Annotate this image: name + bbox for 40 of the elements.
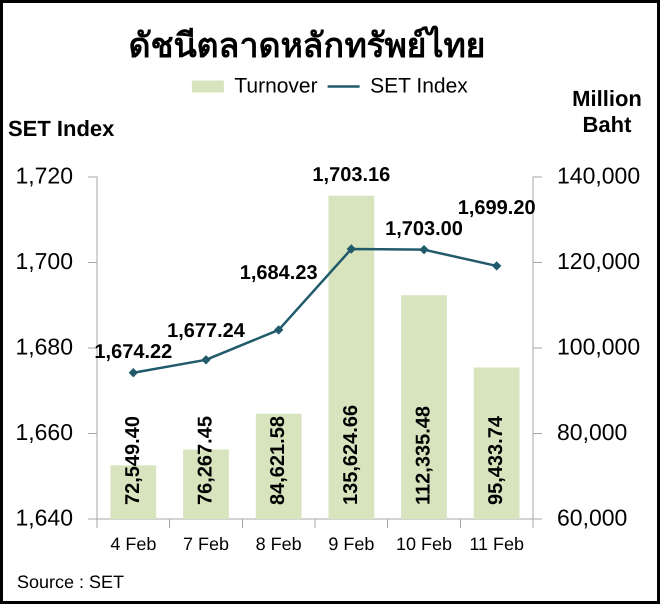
y-tick-label: 1,660 [15, 418, 73, 445]
data-label: 135,624.66 [340, 404, 362, 505]
y-tick-label: 1,720 [15, 162, 73, 188]
data-label: 1,699.20 [458, 197, 536, 220]
data-label: 1,684.23 [240, 262, 318, 284]
data-label: 84,621.58 [267, 416, 290, 505]
data-label: 95,433.74 [485, 415, 508, 505]
point [128, 368, 138, 378]
source-note: Source : SET [17, 572, 124, 593]
x-tick-label: 11 Feb [469, 534, 524, 554]
data-label: 76,267.45 [194, 416, 217, 505]
chart-title: ดัชนีตลาดหลักทรัพย์ไทย [128, 24, 486, 68]
data-label: 1,703.16 [312, 164, 390, 186]
y2-tick-label: 60,000 [557, 504, 628, 530]
data-label: 72,549.40 [122, 416, 144, 505]
legend-label: SET Index [370, 74, 468, 98]
y2-tick-label: 80,000 [557, 418, 628, 445]
x-tick-label: 4 Feb [110, 534, 156, 554]
y-axis-title: SET Index [8, 116, 114, 142]
data-label: 1,703.00 [385, 218, 463, 240]
x-tick-label: 7 Feb [182, 534, 230, 554]
y-tick-label: 1,640 [15, 504, 73, 530]
legend-label: Turnover [234, 74, 318, 98]
x-tick-label: 10 Feb [396, 534, 452, 554]
point [274, 325, 284, 334]
data-label: 1,677.24 [167, 320, 246, 342]
y2-tick-label: 140,000 [557, 162, 640, 188]
point [346, 244, 356, 254]
data-label: 1,674.22 [94, 341, 172, 364]
data-label: 112,335.48 [412, 406, 435, 505]
point [420, 245, 428, 254]
x-tick-label: 9 Feb [328, 534, 374, 554]
point [492, 261, 502, 270]
y2-tick-label: 100,000 [557, 333, 640, 360]
y2-tick-label: 120,000 [557, 248, 640, 274]
y-tick-label: 1,700 [15, 248, 73, 274]
y-tick-label: 1,680 [15, 333, 73, 360]
x-tick-label: 8 Feb [256, 534, 302, 554]
y2-axis-title: Million Baht [571, 86, 643, 138]
point [202, 355, 210, 364]
